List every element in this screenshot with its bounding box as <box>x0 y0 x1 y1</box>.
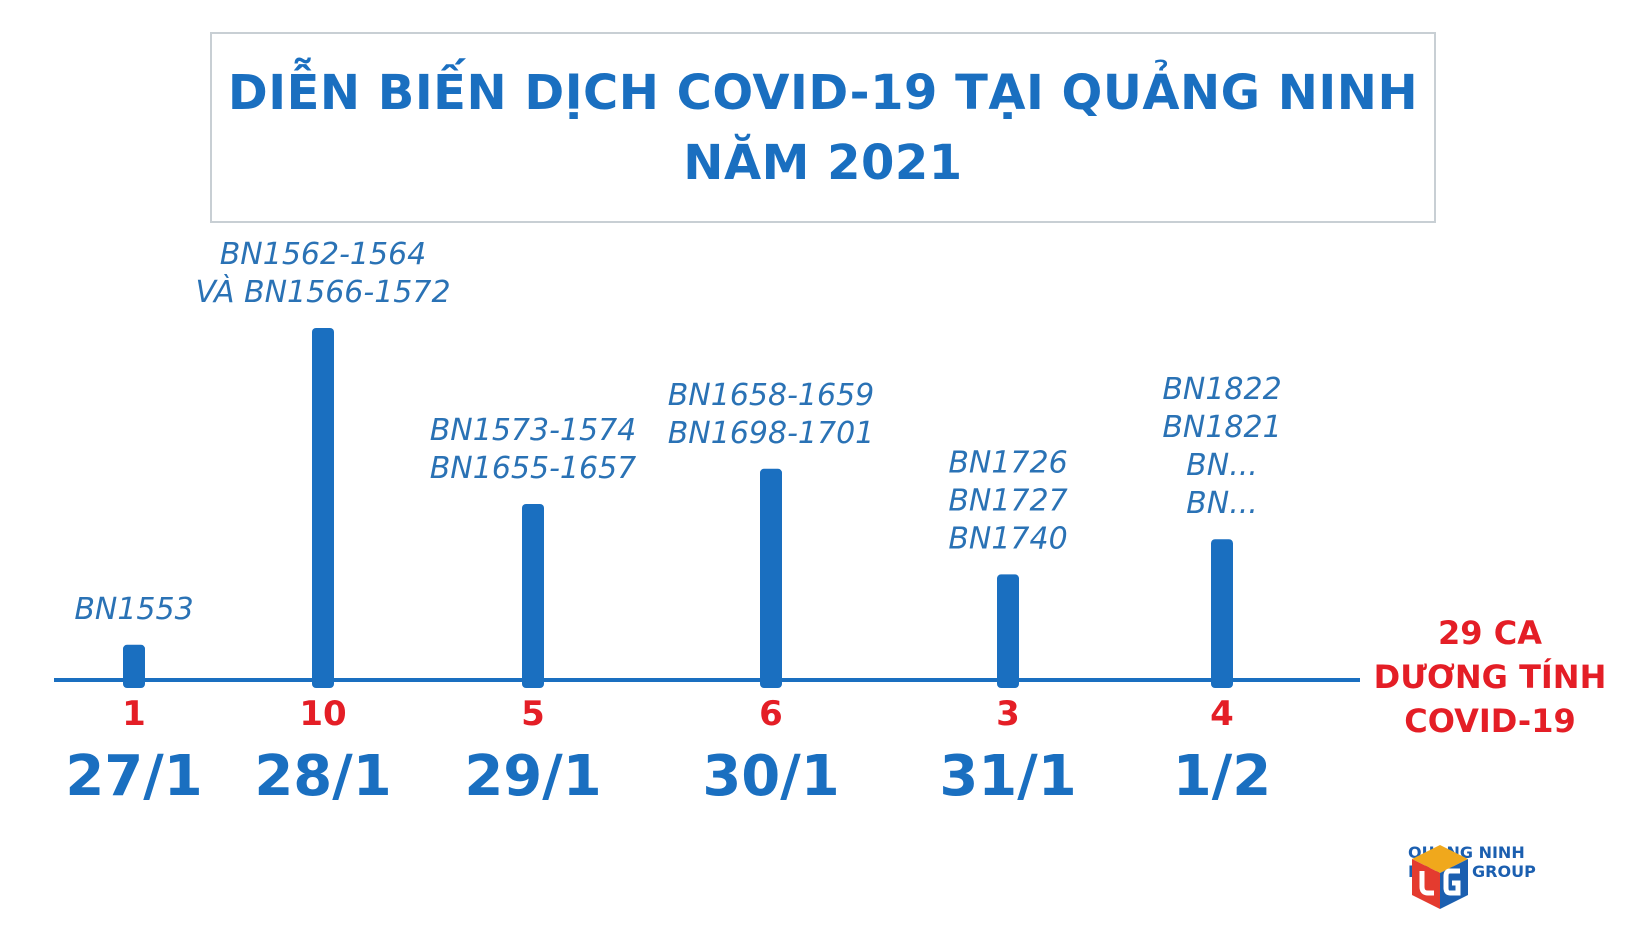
bar-31-1 <box>997 574 1019 688</box>
qmg-logo-icon <box>1412 845 1468 909</box>
bar-29-1 <box>522 504 544 688</box>
count-label: 3 <box>996 694 1020 734</box>
patient-label: BN1553 <box>74 592 193 627</box>
bar-28-1 <box>312 328 334 688</box>
patient-label: BN1740 <box>948 521 1067 556</box>
patient-label: BN1573-1574 <box>430 413 637 448</box>
bar-27-1 <box>123 644 145 688</box>
patient-label: BN1658-1659 <box>668 378 875 413</box>
total-line-2: DƯƠNG TÍNH <box>1374 658 1607 696</box>
total-cases-label: 29 CA DƯƠNG TÍNH COVID-19 <box>1374 614 1607 740</box>
total-line-3: COVID-19 <box>1404 702 1575 740</box>
date-label: 30/1 <box>702 744 839 809</box>
patient-label: BN1726 <box>948 445 1067 480</box>
date-label: 29/1 <box>464 744 601 809</box>
patient-label: BN1727 <box>948 483 1067 518</box>
patient-label: BN... <box>1186 448 1258 483</box>
patient-label: BN1698-1701 <box>668 416 875 451</box>
date-label: 31/1 <box>939 744 1076 809</box>
count-label: 4 <box>1210 694 1234 734</box>
patient-label: BN... <box>1186 486 1258 521</box>
bars-layer <box>123 328 1233 688</box>
logo: QUANG NINH MEDIA GROUP <box>1408 843 1536 909</box>
count-label: 1 <box>122 694 146 734</box>
bar-30-1 <box>760 468 782 688</box>
patient-label: VÀ BN1566-1572 <box>195 274 450 310</box>
count-label: 6 <box>759 694 783 734</box>
bar-1-2 <box>1211 539 1233 688</box>
total-line-1: 29 CA <box>1438 614 1542 652</box>
page-title-line-1: DIỄN BIẾN DỊCH COVID-19 TẠI QUẢNG NINH <box>227 64 1419 121</box>
title-box: DIỄN BIẾN DỊCH COVID-19 TẠI QUẢNG NINH N… <box>210 32 1436 223</box>
count-label: 10 <box>299 694 346 734</box>
date-label: 27/1 <box>65 744 202 809</box>
count-label: 5 <box>521 694 545 734</box>
date-label: 28/1 <box>254 744 391 809</box>
patient-label: BN1562-1564 <box>220 237 427 272</box>
patient-label: BN1655-1657 <box>430 451 637 486</box>
page-title-line-2: NĂM 2021 <box>683 134 963 191</box>
date-label: 1/2 <box>1173 744 1271 809</box>
patient-label: BN1822 <box>1162 372 1281 407</box>
patient-label: BN1821 <box>1162 410 1281 445</box>
